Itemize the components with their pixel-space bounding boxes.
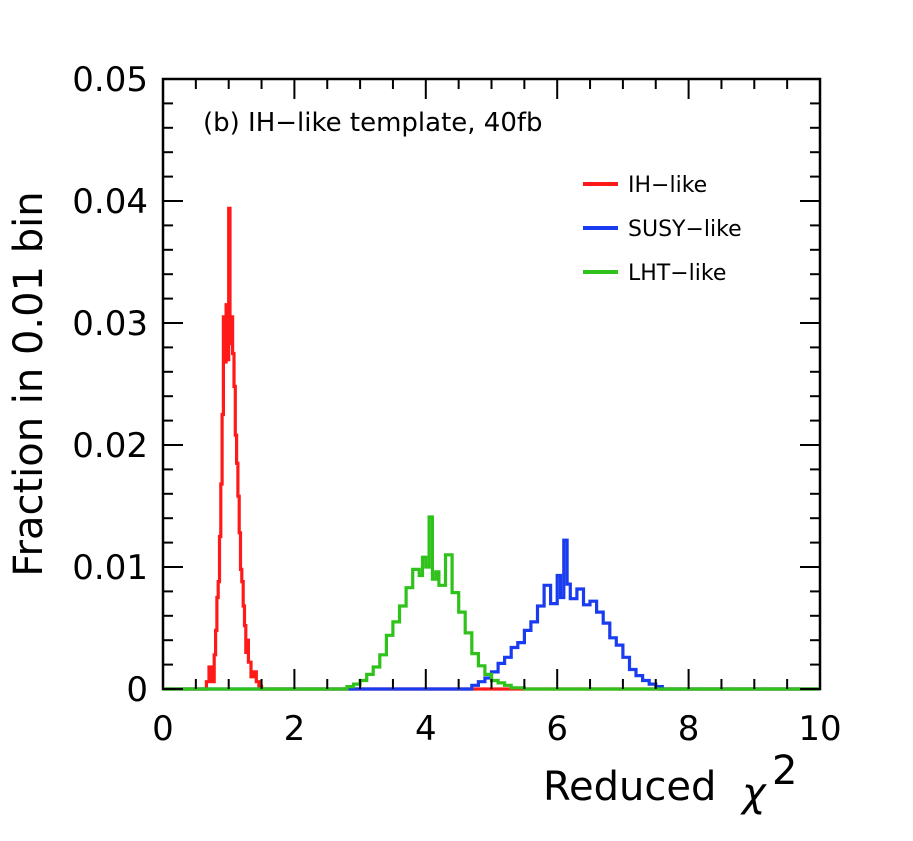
- x-tick-label: 4: [415, 709, 437, 749]
- y-tick-label: 0.01: [72, 548, 148, 588]
- legend-label: SUSY−like: [628, 217, 742, 242]
- y-tick-label: 0: [126, 670, 148, 710]
- x-tick-label: 0: [152, 709, 174, 749]
- x-tick-label: 10: [798, 709, 841, 749]
- series-line-lhtlike: [163, 515, 820, 691]
- x-tick-label: 6: [546, 709, 568, 749]
- legend-label: LHT−like: [628, 261, 726, 286]
- plot-frame: [161, 77, 822, 691]
- legend-label: IH−like: [628, 173, 707, 198]
- y-axis-title: Fraction in 0.01 bin: [6, 191, 52, 576]
- x-tick-label: 8: [678, 709, 700, 749]
- tick-layer: [162, 78, 821, 690]
- x-axis-title: Reduced: [543, 764, 716, 810]
- series-line-susylike: [163, 538, 820, 691]
- x-axis-superscript: 2: [772, 748, 797, 794]
- series-line-ihlike: [163, 206, 820, 691]
- series-layer: [163, 206, 820, 691]
- y-tick-label: 0.05: [72, 60, 148, 100]
- x-tick-labels: 0 2 4 6 8 10: [152, 709, 841, 749]
- x-axis-symbol: χ: [740, 770, 767, 816]
- x-tick-label: 2: [284, 709, 306, 749]
- y-tick-label: 0.03: [72, 304, 148, 344]
- legend: IH−like SUSY−like LHT−like: [583, 173, 742, 286]
- annotation-text: (b) IH−like template, 40fb: [203, 108, 543, 138]
- y-tick-label: 0.02: [72, 426, 148, 466]
- y-tick-labels: 0 0.01 0.02 0.03 0.04 0.05: [72, 60, 148, 710]
- y-tick-label: 0.04: [72, 182, 148, 222]
